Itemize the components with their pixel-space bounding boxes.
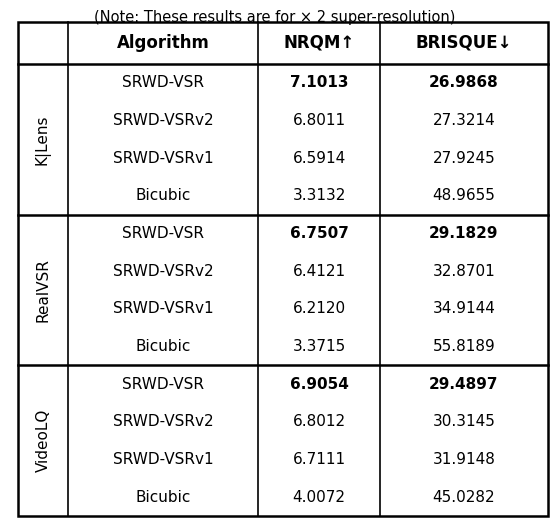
Text: SRWD-VSRv1: SRWD-VSRv1 <box>113 452 213 467</box>
Text: (Note: These results are for × 2 super-resolution): (Note: These results are for × 2 super-r… <box>94 10 456 25</box>
Text: K|Lens: K|Lens <box>35 114 51 165</box>
Text: SRWD-VSRv1: SRWD-VSRv1 <box>113 301 213 316</box>
Text: 30.3145: 30.3145 <box>432 414 496 430</box>
Text: 34.9144: 34.9144 <box>432 301 496 316</box>
Text: SRWD-VSRv2: SRWD-VSRv2 <box>113 264 213 279</box>
Text: SRWD-VSR: SRWD-VSR <box>122 376 204 392</box>
Text: 29.4897: 29.4897 <box>429 376 499 392</box>
Text: 6.7111: 6.7111 <box>293 452 345 467</box>
Text: Algorithm: Algorithm <box>117 34 210 52</box>
Text: BRISQUE↓: BRISQUE↓ <box>416 34 512 52</box>
Text: 29.1829: 29.1829 <box>429 226 499 241</box>
Text: 4.0072: 4.0072 <box>293 490 345 505</box>
Text: SRWD-VSRv2: SRWD-VSRv2 <box>113 414 213 430</box>
Text: Bicubic: Bicubic <box>135 490 191 505</box>
Text: VideoLQ: VideoLQ <box>36 409 51 472</box>
Text: Bicubic: Bicubic <box>135 188 191 203</box>
Text: 26.9868: 26.9868 <box>429 75 499 90</box>
Text: 27.3214: 27.3214 <box>433 113 496 128</box>
Text: 31.9148: 31.9148 <box>432 452 496 467</box>
Text: 27.9245: 27.9245 <box>433 151 496 166</box>
Text: RealVSR: RealVSR <box>36 258 51 322</box>
Text: SRWD-VSR: SRWD-VSR <box>122 226 204 241</box>
Text: 45.0282: 45.0282 <box>433 490 496 505</box>
Text: 6.8011: 6.8011 <box>293 113 345 128</box>
Text: 6.7507: 6.7507 <box>289 226 349 241</box>
Text: 3.3132: 3.3132 <box>292 188 346 203</box>
Text: NRQM↑: NRQM↑ <box>283 34 355 52</box>
Text: 48.9655: 48.9655 <box>432 188 496 203</box>
Text: 55.8189: 55.8189 <box>433 339 496 354</box>
Text: 3.3715: 3.3715 <box>293 339 345 354</box>
Text: 6.9054: 6.9054 <box>289 376 349 392</box>
Text: SRWD-VSRv2: SRWD-VSRv2 <box>113 113 213 128</box>
Text: 6.2120: 6.2120 <box>293 301 345 316</box>
Text: SRWD-VSRv1: SRWD-VSRv1 <box>113 151 213 166</box>
Text: 6.8012: 6.8012 <box>293 414 345 430</box>
Text: 6.5914: 6.5914 <box>293 151 345 166</box>
Text: 32.8701: 32.8701 <box>433 264 496 279</box>
Text: 6.4121: 6.4121 <box>293 264 345 279</box>
Text: 7.1013: 7.1013 <box>290 75 348 90</box>
Text: SRWD-VSR: SRWD-VSR <box>122 75 204 90</box>
Text: Bicubic: Bicubic <box>135 339 191 354</box>
